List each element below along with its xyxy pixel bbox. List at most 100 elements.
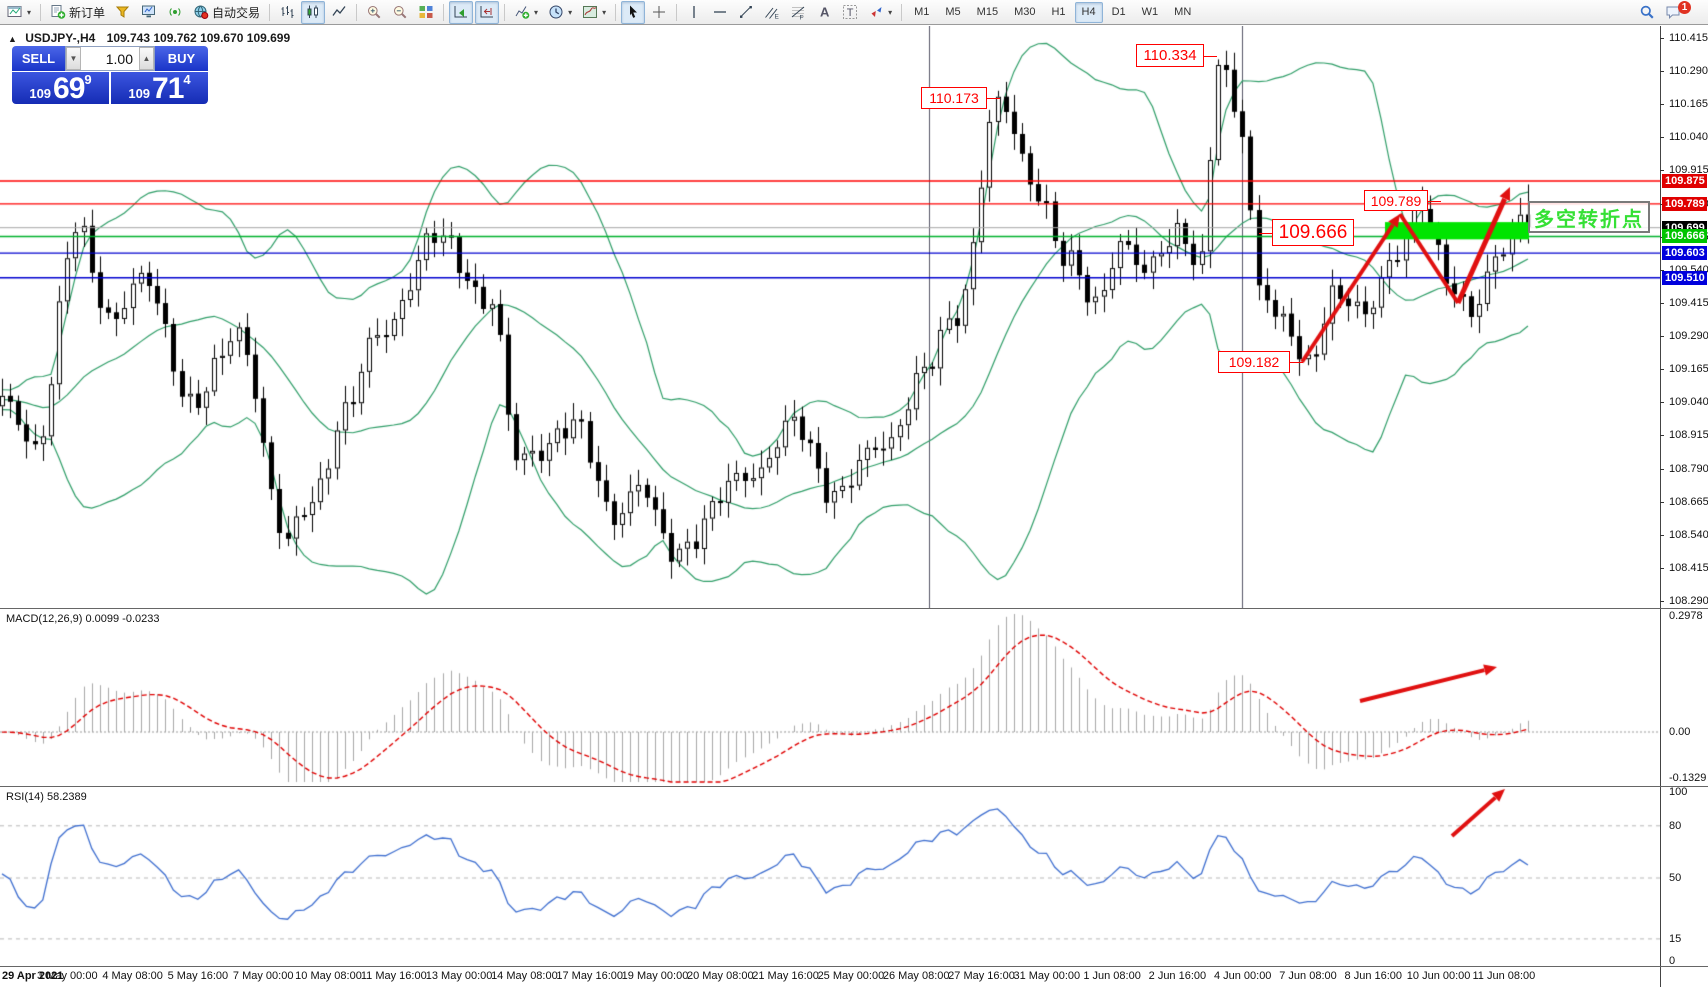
timeframe-h4-button[interactable]: H4	[1074, 1, 1103, 23]
time-axis-label[interactable]: 13 May 00:00	[425, 970, 493, 982]
panel-divider[interactable]	[0, 786, 1708, 787]
time-axis-label[interactable]: 3 May 00:00	[37, 970, 98, 982]
volume-decrease-button[interactable]: ▼	[66, 47, 81, 70]
periods-button[interactable]: ▾	[544, 1, 576, 24]
time-axis-label[interactable]: 10 Jun 00:00	[1406, 970, 1471, 982]
price-axis-divider	[1660, 26, 1661, 987]
candles-chart-button[interactable]	[301, 0, 326, 24]
data-window-button[interactable]	[137, 1, 161, 24]
price-tick-label: 108.915	[1669, 429, 1708, 442]
timeframe-h1-button[interactable]: H1	[1051, 6, 1066, 18]
sell-price[interactable]: 109 69 9	[12, 72, 109, 104]
rsi-indicator-chart[interactable]	[0, 788, 1660, 966]
dropdown-arrow-icon[interactable]: ▾	[568, 7, 573, 17]
new-order-button[interactable]: 新订单	[46, 1, 109, 24]
price-tick-label: 110.290	[1669, 65, 1708, 78]
time-axis-label[interactable]: 7 Jun 08:00	[1279, 970, 1337, 982]
zoom-in-button[interactable]	[362, 1, 386, 24]
templates-button[interactable]: ▾	[578, 1, 610, 24]
turning-point-label[interactable]: 多空转折点	[1528, 201, 1650, 233]
arrows-button[interactable]: ▾	[864, 1, 896, 24]
vertical-line-button[interactable]	[682, 1, 706, 24]
price-annotation-110.173[interactable]: 110.173	[921, 87, 1000, 109]
dropdown-arrow-icon[interactable]: ▾	[888, 7, 893, 17]
timeframe-mn-button[interactable]: MN	[1174, 6, 1192, 18]
panel-divider[interactable]	[0, 966, 1708, 967]
time-axis-label[interactable]: 26 May 08:00	[882, 970, 950, 982]
annotation-connector	[1427, 200, 1441, 202]
time-axis-label[interactable]: 20 May 08:00	[686, 970, 754, 982]
timeframe-w1-button[interactable]: W1	[1141, 6, 1159, 18]
volume-input[interactable]: ▼ 1.00 ▲	[65, 46, 155, 71]
panel-divider[interactable]	[0, 608, 1708, 609]
time-axis-label[interactable]: 17 May 16:00	[556, 970, 624, 982]
horizontal-line-button[interactable]	[708, 1, 732, 24]
indicators-button[interactable]: ▾	[510, 1, 542, 24]
time-axis-label[interactable]: 31 May 00:00	[1013, 970, 1081, 982]
time-axis-label[interactable]: 19 May 00:00	[621, 970, 689, 982]
time-axis-label[interactable]: 25 May 00:00	[817, 970, 885, 982]
time-axis-label[interactable]: 4 Jun 00:00	[1213, 970, 1272, 982]
crosshair-button[interactable]	[647, 1, 671, 24]
volume-increase-button[interactable]: ▲	[139, 47, 154, 70]
time-axis-label[interactable]: 2 Jun 16:00	[1148, 970, 1207, 982]
dropdown-arrow-icon[interactable]: ▾	[27, 7, 32, 17]
price-tick-label: 108.790	[1669, 462, 1708, 475]
time-axis-label[interactable]: 27 May 16:00	[948, 970, 1015, 982]
buy-price[interactable]: 109 71 4	[111, 72, 208, 104]
chart-window-button[interactable]: ▾	[3, 1, 35, 24]
timeframe-m5-button[interactable]: M5	[945, 6, 961, 18]
time-axis-label[interactable]: 5 May 16:00	[167, 970, 229, 982]
price-annotation-109.666[interactable]: 109.666	[1259, 219, 1354, 246]
cursor-button[interactable]	[621, 0, 646, 24]
time-axis-label[interactable]: 4 May 08:00	[102, 970, 163, 982]
time-axis-label[interactable]: 7 May 00:00	[232, 970, 294, 982]
bars-chart-button[interactable]	[275, 1, 299, 24]
time-axis-label[interactable]: 11 Jun 08:00	[1472, 970, 1536, 982]
notifications-button[interactable]: 1	[1661, 0, 1701, 24]
tiles-icon	[418, 4, 434, 20]
timeframe-m15-button[interactable]: M15	[976, 6, 999, 18]
axis-tick	[1660, 435, 1664, 437]
time-axis-label[interactable]: 14 May 08:00	[491, 970, 558, 982]
price-annotation-110.334[interactable]: 110.334	[1136, 44, 1217, 67]
time-axis-label[interactable]: 10 May 08:00	[295, 970, 362, 982]
line-chart-button[interactable]	[327, 1, 351, 24]
auto-trading-button[interactable]: 自动交易	[189, 1, 264, 24]
timeframe-m30-button[interactable]: M30	[1014, 6, 1036, 18]
tile-windows-button[interactable]	[414, 1, 438, 24]
time-axis-label[interactable]: 1 Jun 08:00	[1083, 970, 1141, 982]
signals-button[interactable]	[163, 1, 187, 24]
macd-indicator-chart[interactable]	[0, 610, 1660, 786]
template-icon	[582, 4, 598, 20]
time-axis-label[interactable]: 21 May 16:00	[752, 970, 819, 982]
sell-button[interactable]: SELL	[12, 46, 65, 71]
annotation-connector	[1289, 362, 1303, 363]
fibonacci-button[interactable]: F	[786, 1, 810, 24]
channel-button[interactable]: E	[760, 1, 784, 24]
dropdown-arrow-icon[interactable]: ▾	[534, 7, 539, 17]
chart-shift-button[interactable]	[475, 0, 500, 24]
auto-scroll-button[interactable]	[449, 0, 474, 24]
volume-value[interactable]: 1.00	[105, 50, 133, 67]
main-price-chart[interactable]	[0, 26, 1660, 608]
timeframe-d1-button[interactable]: D1	[1111, 6, 1126, 18]
search-button[interactable]	[1635, 1, 1659, 24]
buy-button[interactable]: BUY	[155, 46, 208, 71]
time-axis-label[interactable]: 8 Jun 16:00	[1344, 970, 1403, 982]
market-watch-button[interactable]	[111, 1, 135, 24]
zoom-out-button[interactable]	[388, 1, 412, 24]
dropdown-arrow-icon[interactable]: ▾	[602, 7, 607, 17]
text-button[interactable]: A	[812, 1, 836, 24]
price-axis[interactable]: 110.415 110.290 110.165 110.040 109.915 109.7…	[1660, 26, 1708, 987]
tline-icon	[738, 4, 754, 20]
timeframe-m1-button[interactable]: M1	[914, 6, 930, 18]
svg-text:T: T	[847, 7, 854, 19]
time-axis-label[interactable]: 11 May 16:00	[360, 970, 427, 982]
collapse-panel-icon[interactable]: ▲	[8, 34, 17, 44]
text-label-button[interactable]: T	[838, 1, 862, 24]
cross-icon	[651, 4, 667, 20]
trend-line-button[interactable]	[734, 1, 758, 24]
price-annotation-109.789[interactable]: 109.789	[1364, 190, 1441, 211]
price-annotation-109.182[interactable]: 109.182	[1218, 351, 1303, 373]
